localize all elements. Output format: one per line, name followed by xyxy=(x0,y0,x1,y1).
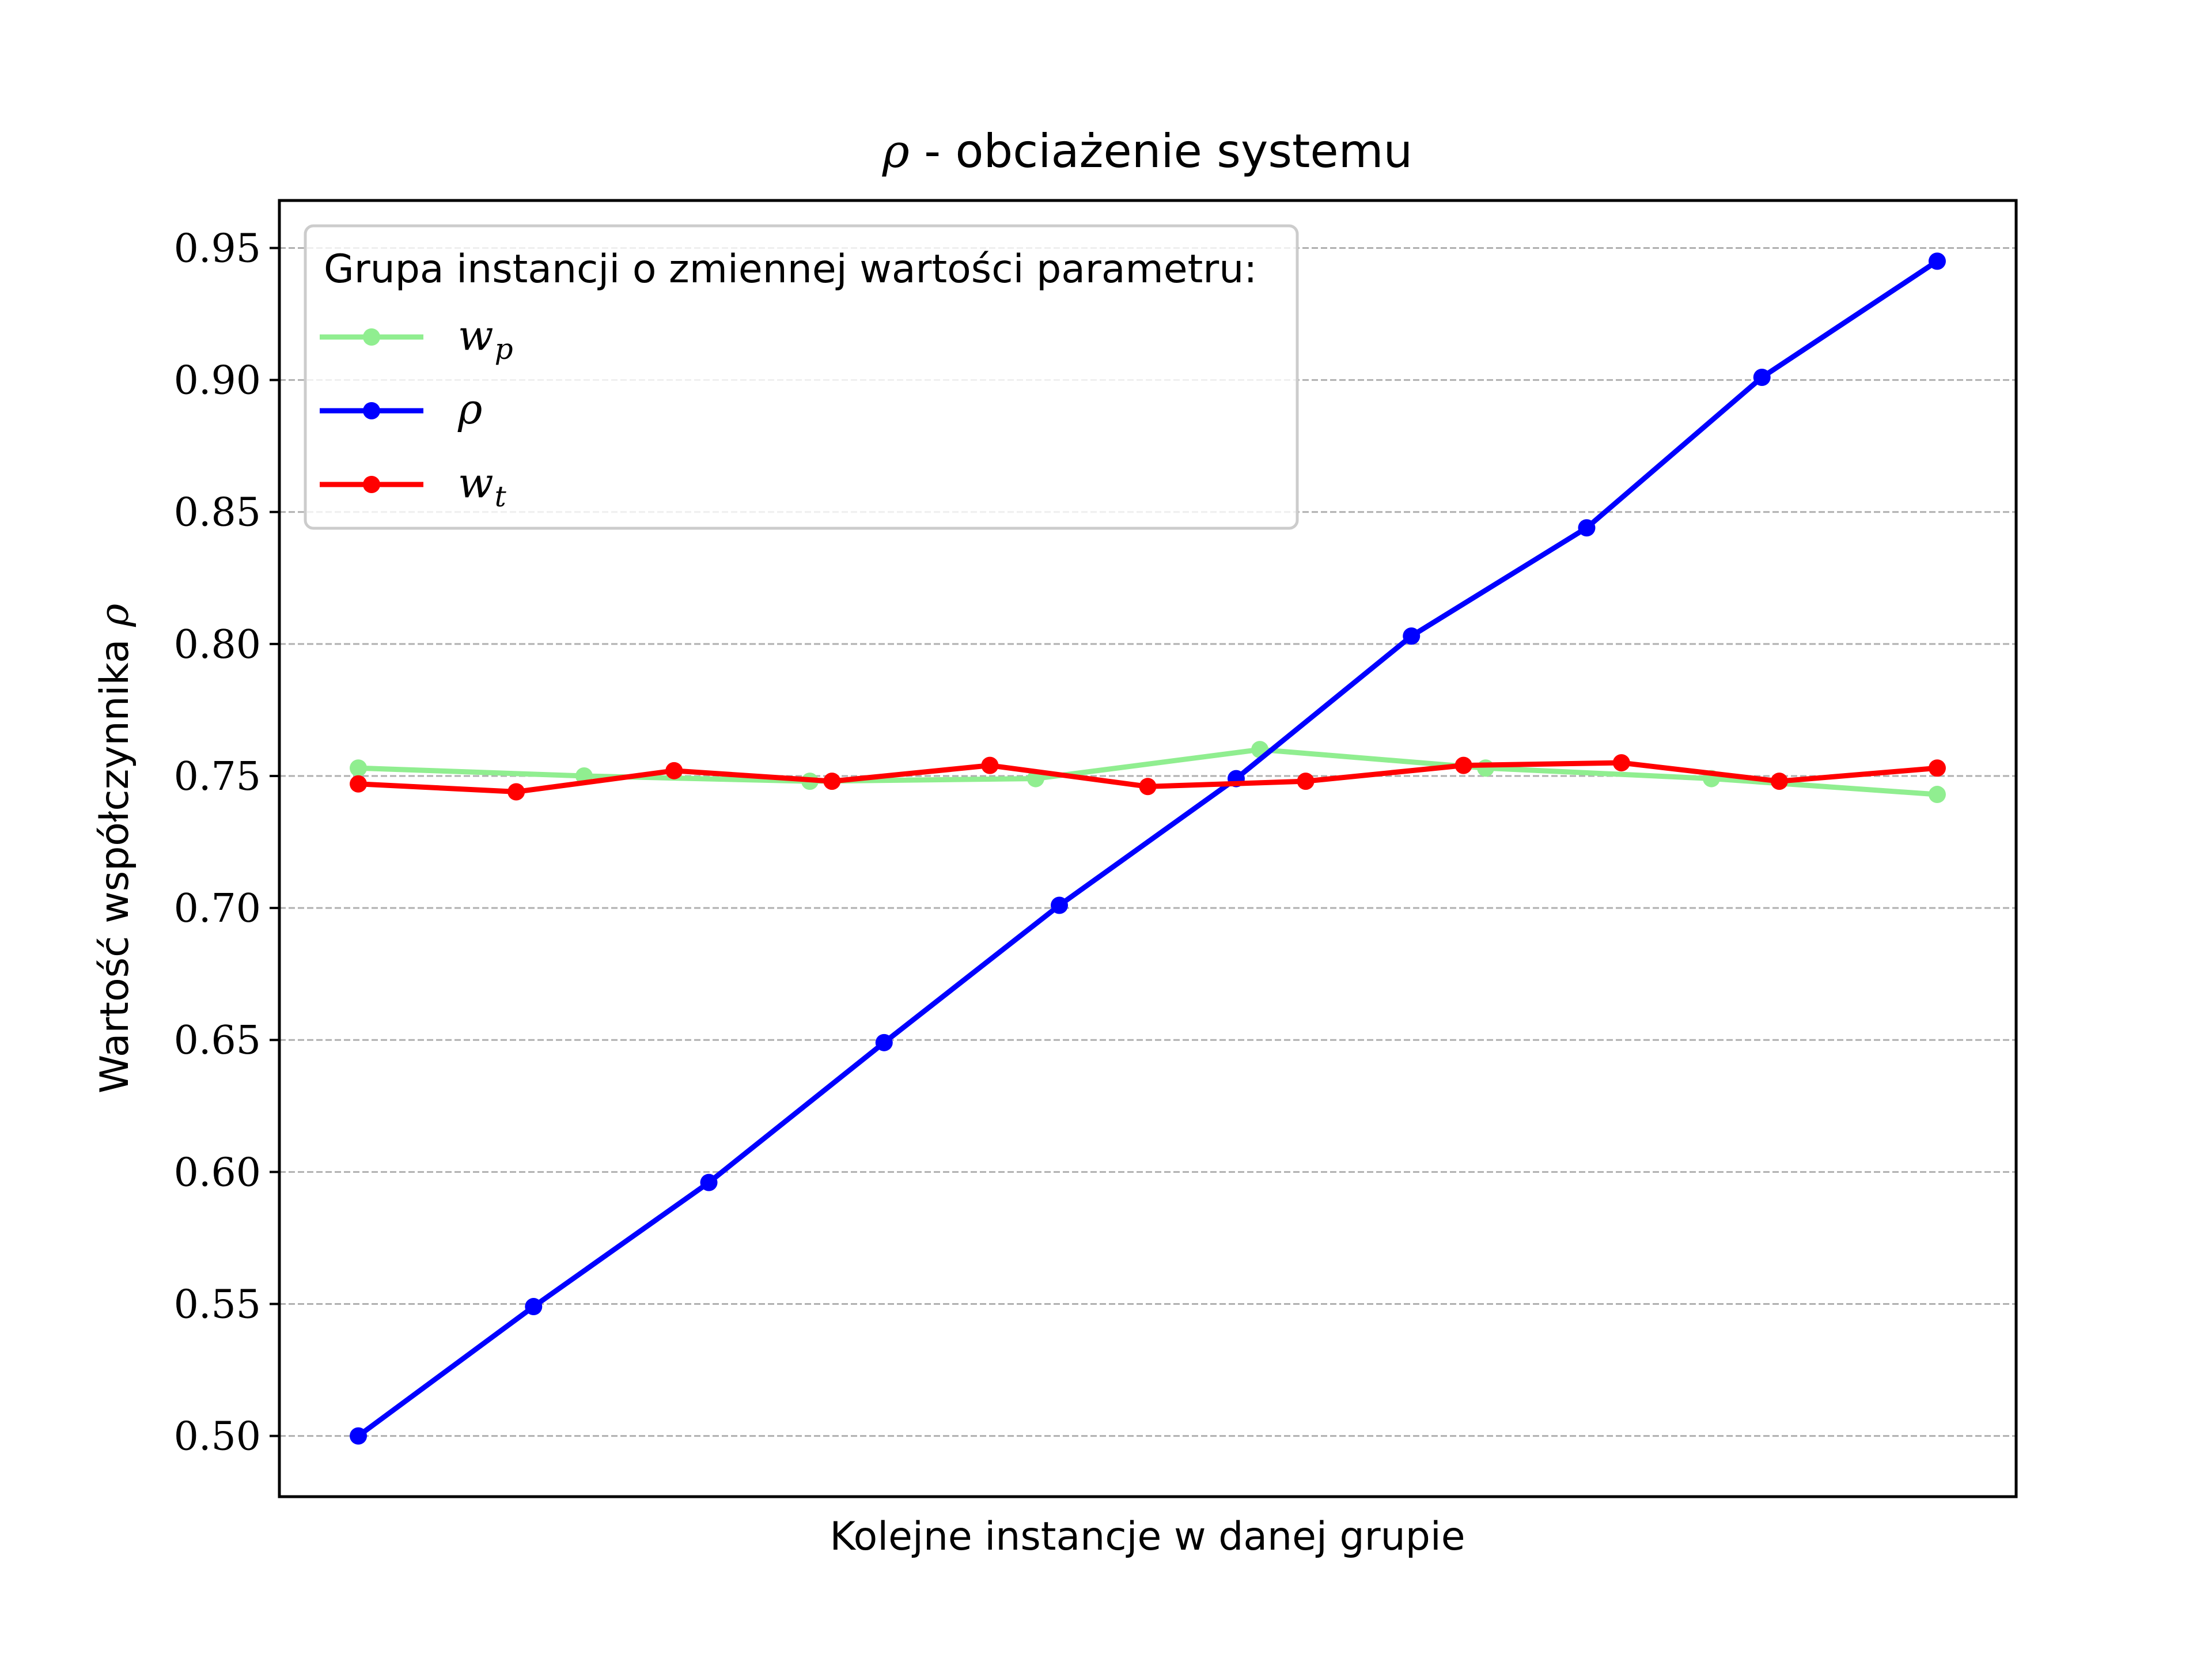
y-tick-label: 0.50 xyxy=(174,1414,261,1460)
legend-swatch-marker xyxy=(363,476,380,493)
series-1-point xyxy=(1051,896,1069,914)
title-symbol: ρ xyxy=(882,124,910,178)
series-2-point xyxy=(823,773,841,790)
legend-label: wt xyxy=(458,459,507,513)
series-2-point xyxy=(1455,756,1472,774)
y-tick-label: 0.80 xyxy=(174,622,261,668)
legend-swatch-marker xyxy=(363,328,380,346)
series-2-point xyxy=(665,762,683,779)
series-2-point xyxy=(350,775,368,793)
series-1-point xyxy=(1928,252,1946,270)
series-1-point xyxy=(1578,519,1596,537)
series-0-point xyxy=(1477,759,1495,777)
legend-label: ρ xyxy=(457,385,482,433)
y-tick-label: 0.55 xyxy=(174,1282,261,1327)
y-tick-label: 0.95 xyxy=(174,226,261,271)
series-1-point xyxy=(875,1033,893,1051)
y-tick-label: 0.85 xyxy=(174,490,261,536)
x-axis-label: Kolejne instancje w danej grupie xyxy=(830,1514,1465,1559)
series-0-point xyxy=(1928,786,1946,804)
series-1-point xyxy=(350,1427,368,1445)
legend-label-base: ρ xyxy=(457,385,482,433)
legend-swatch-marker xyxy=(363,402,380,419)
series-2-point xyxy=(1928,759,1946,777)
legend-label-subscript: p xyxy=(495,332,513,366)
series-2-point xyxy=(981,756,999,774)
legend: Grupa instancji o zmiennej wartości para… xyxy=(304,224,1299,530)
series-0-point xyxy=(350,759,368,777)
y-axis-label-text: Wartość współczynnika xyxy=(92,627,138,1093)
title-text: - obciażenie systemu xyxy=(910,124,1412,178)
series-2-point xyxy=(1612,754,1630,772)
series-1-point xyxy=(1753,369,1771,387)
y-tick-label: 0.90 xyxy=(174,358,261,404)
y-tick-label: 0.70 xyxy=(174,886,261,932)
legend-label-base: w xyxy=(458,459,494,507)
y-tick-label: 0.65 xyxy=(174,1018,261,1063)
series-2-point xyxy=(1770,773,1788,790)
legend-label: wp xyxy=(458,311,513,366)
legend-title: Grupa instancji o zmiennej wartości para… xyxy=(324,247,1257,292)
y-axis-label-symbol: ρ xyxy=(92,604,138,627)
y-axis-label: Wartość współczynnika ρ xyxy=(92,604,138,1093)
series-layer xyxy=(350,252,1946,1445)
series-1-point xyxy=(525,1298,543,1316)
y-tick-label: 0.60 xyxy=(174,1150,261,1195)
chart-title: ρ - obciażenie systemu xyxy=(882,124,1412,178)
legend-label-base: w xyxy=(458,311,494,359)
series-1-point xyxy=(700,1173,718,1191)
series-1-point xyxy=(1403,627,1421,645)
legend-label-subscript: t xyxy=(495,480,507,513)
series-line-1 xyxy=(354,258,1941,1440)
series-2-point xyxy=(1297,773,1315,790)
series-2-point xyxy=(1139,778,1157,796)
plot-frame xyxy=(278,199,2018,1498)
y-tick-label: 0.75 xyxy=(174,754,261,800)
y-axis: 0.50 0.55 0.60 0.65 0.70 0.75 0.80 0.85 0.90 0.95 xyxy=(174,226,279,1460)
series-2-point xyxy=(507,783,525,801)
legend-box xyxy=(304,224,1299,530)
